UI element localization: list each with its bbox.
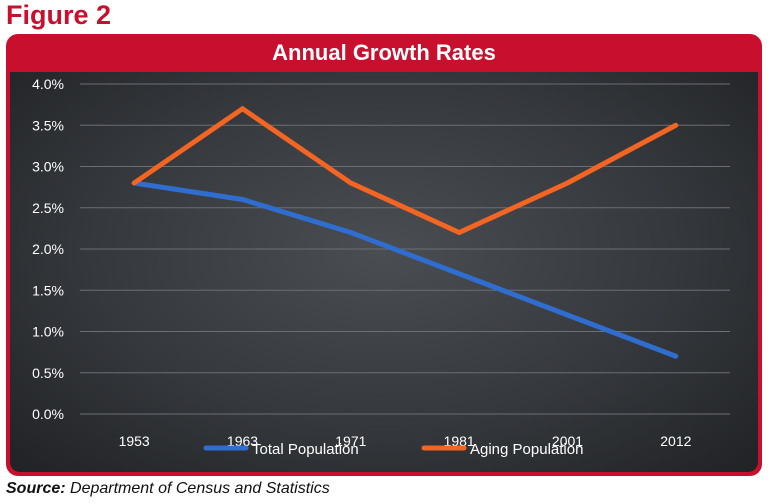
x-tick-label: 2001: [552, 433, 583, 449]
chart-frame: Annual Growth Rates 0.0% 0.5% 1.0% 1.5% 2.0%…: [6, 34, 762, 476]
series-line-1: [131, 180, 679, 359]
y-tick-label: 2.0%: [32, 241, 64, 257]
legend-label: Aging Population: [470, 441, 583, 458]
plot-area: 0.0% 0.5% 1.0% 1.5% 2.0% 2.5% 3.0% 3.5% 4.0% 1953…: [10, 72, 758, 472]
y-tick-label: 1.0%: [32, 324, 64, 340]
y-tick-label: 3.5%: [32, 117, 64, 133]
series-line-2: [131, 105, 679, 236]
chart-title: Annual Growth Rates: [272, 40, 496, 65]
y-tick-label: 0.0%: [32, 406, 64, 422]
source-note: Source: Department of Census and Statist…: [6, 480, 330, 498]
x-tick-label: 1953: [119, 433, 150, 449]
y-tick-label: 4.0%: [32, 76, 64, 92]
x-tick-label: 1981: [444, 433, 475, 449]
figure-label: Figure 2: [6, 0, 112, 30]
line-chart: 0.0% 0.5% 1.0% 1.5% 2.0% 2.5% 3.0% 3.5% 4.0% 1953…: [32, 76, 730, 458]
legend-label: Total Population: [252, 441, 359, 458]
x-tick-label: 1971: [335, 433, 366, 449]
y-tick-label: 1.5%: [32, 282, 64, 298]
y-tick-label: 0.5%: [32, 365, 64, 381]
y-tick-label: 3.0%: [32, 159, 64, 175]
source-text: Department of Census and Statistics: [70, 480, 330, 497]
x-tick-label: 2012: [660, 433, 691, 449]
y-tick-label: 2.5%: [32, 200, 64, 216]
x-tick-label: 1963: [227, 433, 258, 449]
source-label: Source:: [6, 480, 66, 497]
